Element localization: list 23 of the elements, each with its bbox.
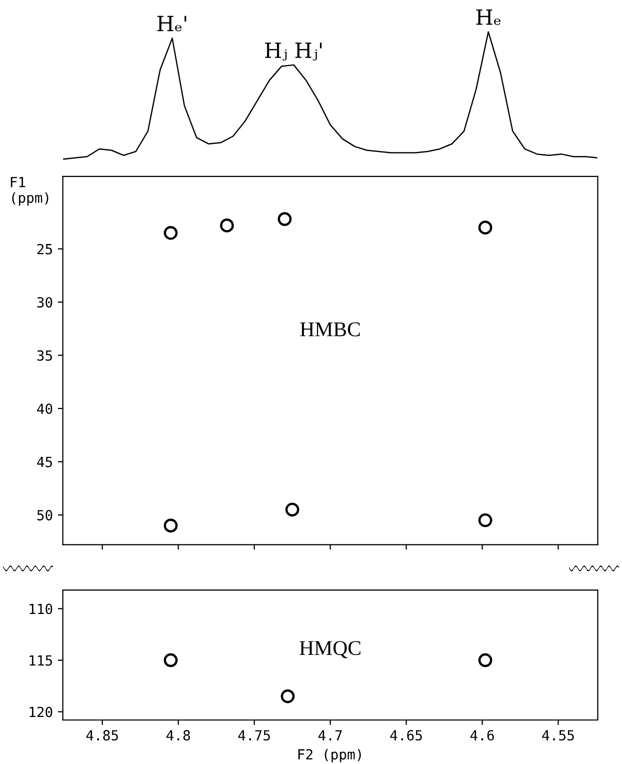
x-tick-label: 4.75 — [238, 730, 270, 741]
x-tick-label: 4.8 — [166, 730, 190, 741]
y-tick-label: 30 — [37, 297, 52, 308]
x-axis-title: F2 (ppm) — [298, 748, 361, 762]
y-tick-label: 110 — [30, 604, 52, 614]
y-tick-label: 120 — [30, 706, 52, 718]
x-tick-label: 4.65 — [390, 730, 422, 741]
y-axis-title: F1 (ppm) — [10, 176, 48, 206]
x-tick-label: 4.7 — [318, 730, 342, 740]
annotation: Hⱼ Hⱼ' — [265, 42, 322, 60]
y-tick-label: 45 — [37, 456, 52, 468]
y-tick-label: 40 — [37, 404, 52, 414]
y-tick-label: 115 — [30, 655, 52, 666]
y-tick-label: 25 — [37, 244, 52, 254]
x-tick-label: 4.55 — [542, 730, 574, 741]
x-tick-label: 4.6 — [470, 730, 494, 741]
x-tick-label: 4.85 — [86, 730, 118, 741]
annotation: HMBC — [300, 322, 360, 336]
text: Hₑ — [476, 10, 500, 25]
annotation: HMQC — [300, 641, 360, 658]
text: Hₑ' — [157, 16, 186, 32]
y-tick-label: 35 — [37, 350, 52, 361]
y-tick-label: 50 — [37, 510, 52, 520]
